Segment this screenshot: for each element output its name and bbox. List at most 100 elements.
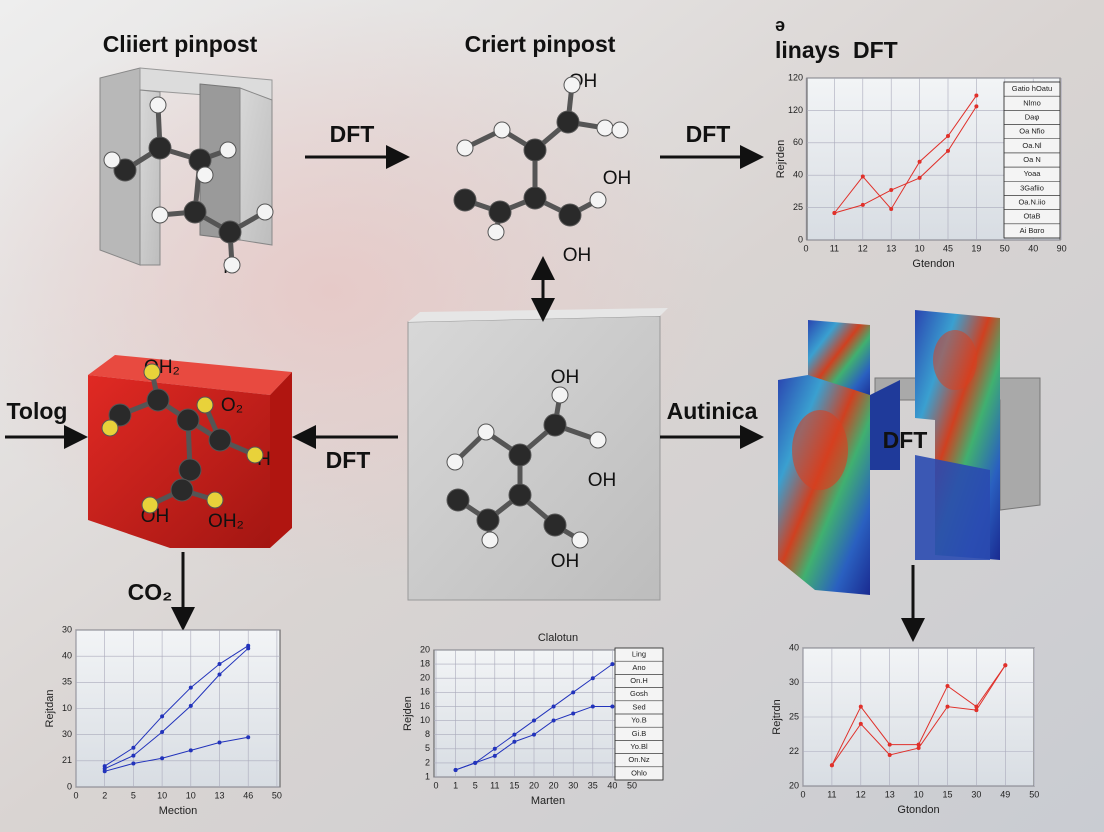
- atom-label: OH: [551, 367, 580, 388]
- y-tick-label: 1: [425, 771, 430, 781]
- x-tick-label: 15: [509, 780, 519, 790]
- data-point: [974, 104, 979, 109]
- legend-entry: Gatio hOatu: [1012, 84, 1052, 93]
- x-tick-label: 0: [73, 790, 78, 800]
- data-point: [217, 740, 222, 745]
- legend-entry: On.H: [630, 676, 648, 685]
- hydrogen-atom: [456, 139, 474, 157]
- y-tick-label: 30: [62, 624, 72, 634]
- hydrogen-atom: [589, 431, 607, 449]
- y-tick-label: 18: [420, 658, 430, 668]
- data-point: [160, 756, 165, 761]
- x-tick-label: 11: [827, 789, 836, 799]
- x-tick-label: 11: [490, 780, 499, 790]
- x-tick-label: 50: [1000, 243, 1010, 253]
- hydrogen-atom: [487, 223, 505, 241]
- legend-entry: Oa.Nl: [1022, 141, 1042, 150]
- hydrogen-atom: [563, 76, 581, 94]
- y-tick-label: 10: [62, 703, 72, 713]
- carbon-atom: [183, 200, 207, 224]
- x-tick-label: 10: [186, 790, 196, 800]
- data-point: [945, 683, 950, 688]
- heat-block: [778, 310, 1041, 595]
- atom-label: OH: [551, 551, 580, 572]
- atom-label: O₂: [221, 395, 243, 416]
- y-tick-label: 0: [67, 781, 72, 791]
- carbon-atom: [543, 513, 567, 537]
- carbon-atom: [453, 188, 477, 212]
- hydrogen-atom: [256, 203, 274, 221]
- carbon-atom: [508, 483, 532, 507]
- red-cube: [88, 355, 292, 548]
- chart: 20 22 25 30 40 0 11 12 13 10 15 30 49 50 Gtondon Rejtrd…: [771, 642, 1039, 816]
- data-point: [532, 732, 536, 737]
- hydrogen-atom: [611, 121, 629, 139]
- arrows: [5, 145, 925, 642]
- hydrogen-atom: [589, 191, 607, 209]
- data-point: [131, 753, 136, 758]
- arrow-label: DFT: [326, 447, 371, 473]
- carbon-atom: [218, 220, 242, 244]
- atom-label: OH₂: [208, 511, 244, 532]
- x-tick-label: 10: [915, 243, 925, 253]
- panel-title: linays DFT: [775, 37, 898, 63]
- hydrogen-atom: [141, 496, 159, 514]
- legend-entry: 3Gafiio: [1020, 183, 1044, 192]
- data-point: [512, 732, 517, 737]
- legend-cell: [614, 766, 664, 781]
- y-tick-label: 60: [793, 137, 803, 147]
- carbon-atom: [543, 413, 567, 437]
- atom-label: OH: [588, 470, 617, 491]
- data-point: [889, 206, 894, 211]
- carbon-atom: [170, 478, 194, 502]
- y-tick-label: 120: [788, 105, 803, 115]
- data-point: [571, 690, 576, 695]
- y-tick-label: 8: [425, 729, 430, 739]
- panel-title: Cliiert pinpost: [103, 31, 258, 57]
- x-tick-label: 15: [942, 789, 952, 799]
- x-tick-label: 13: [886, 243, 896, 253]
- data-point: [887, 752, 892, 757]
- legend-entry: Oa N: [1023, 155, 1041, 164]
- data-point: [453, 767, 458, 772]
- x-tick-label: 35: [588, 780, 598, 790]
- x-axis-label: Marten: [531, 795, 565, 807]
- hydrogen-atom: [481, 531, 499, 549]
- y-tick-label: 25: [789, 711, 799, 721]
- data-point: [217, 662, 222, 667]
- legend-entry: Gosh: [630, 689, 648, 698]
- data-point: [492, 746, 497, 751]
- hydrogen-atom: [596, 119, 614, 137]
- x-tick-label: 0: [800, 789, 805, 799]
- data-point: [160, 730, 165, 735]
- y-tick-label: 16: [420, 701, 430, 711]
- carbon-atom: [146, 388, 170, 412]
- data-point: [610, 704, 615, 709]
- x-tick-label: 30: [568, 780, 578, 790]
- data-point: [551, 704, 556, 709]
- y-tick-label: 40: [789, 642, 799, 652]
- legend-box: [1003, 81, 1061, 239]
- data-point: [590, 676, 595, 681]
- data-point: [188, 703, 193, 708]
- data-point: [160, 714, 165, 719]
- legend-entry: Oa Nfio: [1019, 127, 1044, 136]
- hydrogen-atom: [446, 453, 464, 471]
- y-tick-label: 30: [789, 677, 799, 687]
- x-tick-label: 49: [1000, 789, 1010, 799]
- y-tick-label: 22: [789, 746, 799, 756]
- hydrogen-atom: [219, 141, 237, 159]
- legend-entry: Nlmo: [1023, 98, 1041, 107]
- y-tick-label: 0: [798, 234, 803, 244]
- x-tick-label: 13: [214, 790, 224, 800]
- x-tick-label: 20: [529, 780, 539, 790]
- hydrogen-atom: [493, 121, 511, 139]
- arrow-label: DFT: [330, 121, 375, 147]
- y-tick-label: 5: [425, 743, 430, 753]
- carbon-atom: [476, 508, 500, 532]
- data-point: [916, 746, 921, 751]
- data-point: [512, 739, 517, 744]
- x-tick-label: 10: [157, 790, 167, 800]
